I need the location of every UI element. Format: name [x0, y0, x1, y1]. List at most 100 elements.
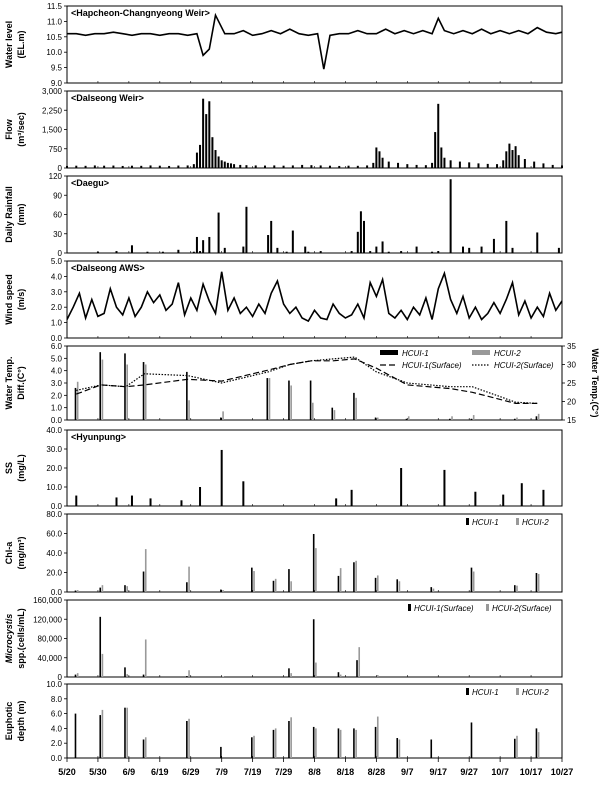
bar: [233, 164, 236, 168]
bar-HCUI-1: [470, 722, 473, 758]
bar: [375, 246, 378, 253]
bar: [208, 101, 211, 168]
bar: [328, 165, 331, 168]
bar-HCUI-2: [222, 411, 224, 420]
x-tick-label: 5/30: [89, 767, 107, 777]
y-tick-label: 60: [53, 211, 62, 220]
y-axis-label: (mm): [16, 203, 26, 225]
bar: [443, 157, 446, 168]
bar: [211, 137, 214, 168]
y-tick-label: 2.0: [51, 391, 63, 400]
y-tick-label: 10.0: [46, 48, 62, 57]
bar: [291, 165, 294, 168]
bar-HCUI-1: [124, 707, 126, 758]
bar: [517, 155, 520, 168]
series-line: [67, 12, 563, 70]
bar: [492, 238, 495, 253]
bar: [217, 212, 220, 253]
bar-HCUI-1: [374, 577, 377, 592]
bar: [242, 246, 245, 253]
bar: [177, 165, 180, 168]
x-tick-label: 8/18: [337, 767, 355, 777]
bar-HCUI-2: [516, 585, 518, 592]
bar-HCUI-2: [376, 716, 379, 758]
bar-HCUI-1: [331, 407, 334, 420]
y-tick-label: 2.0: [51, 303, 63, 312]
bar-HCUI-1(Surface): [124, 667, 126, 677]
bar: [415, 246, 418, 253]
bar-HCUI-1: [251, 567, 253, 592]
bar: [273, 165, 276, 168]
bar: [505, 151, 508, 168]
bar-HCUI-1: [337, 728, 340, 758]
y-axis-label: Wind speed: [4, 274, 14, 324]
legend-label: HCUI-1(Surface): [414, 604, 474, 613]
bar: [514, 146, 517, 168]
y-tick-label: 10.0: [46, 680, 62, 689]
bar: [229, 163, 232, 168]
bar-HCUI-1(Surface): [288, 668, 290, 677]
y-axis-label: (mg/m³): [16, 537, 26, 570]
bar: [192, 164, 195, 168]
bar: [264, 165, 266, 168]
bar: [245, 165, 248, 168]
bar-HCUI-1: [99, 352, 102, 420]
bar: [356, 165, 359, 168]
bar-HCUI-2: [339, 729, 342, 758]
bar-HCUI-1(Surface): [74, 674, 77, 677]
bar: [523, 159, 526, 168]
bar: [480, 246, 483, 253]
bar-HCUI-1(Surface): [186, 676, 188, 677]
y-tick-label: 10.0: [46, 483, 62, 492]
bar: [195, 152, 198, 168]
legend-label: HCUI-2: [522, 688, 549, 697]
bar-HCUI-2: [188, 566, 190, 592]
series-line: [66, 270, 563, 323]
bar-HCUI-1: [124, 585, 126, 592]
bar-HCUI-2: [315, 548, 317, 592]
x-tick-label: 8/8: [308, 767, 321, 777]
legend-label: HCUI-1: [472, 518, 499, 527]
bar: [242, 481, 245, 506]
bar-HCUI-2: [355, 397, 357, 420]
bar: [177, 249, 180, 253]
bar: [347, 165, 350, 168]
bar-HCUI-2: [188, 718, 190, 758]
x-tick-label: 7/29: [275, 767, 293, 777]
bar-HCUI-1: [535, 416, 538, 420]
y-tick-label: 750: [49, 145, 63, 154]
bar-HCUI-2: [126, 364, 128, 420]
panel-title: <Dalseong AWS>: [71, 263, 145, 273]
bar: [158, 165, 161, 168]
bar-HCUI-2: [76, 381, 79, 420]
bar: [115, 251, 118, 253]
bar: [319, 165, 322, 168]
panel-title: <Dalseong Weir>: [71, 93, 144, 103]
bar-HCUI-1: [374, 726, 377, 758]
bar-HCUI-1: [220, 746, 222, 758]
bar-HCUI-2: [432, 588, 435, 592]
y-tick-label: 1.0: [51, 319, 63, 328]
bar: [208, 236, 211, 253]
bar-HCUI-1: [266, 378, 269, 420]
bar: [140, 165, 143, 168]
y-tick-label: 1.0: [51, 404, 63, 413]
bar-HCUI-1(Surface): [99, 616, 102, 677]
bar-HCUI-2: [144, 737, 147, 758]
y-tick-label: 0: [58, 164, 63, 173]
y-tick-label: 120,000: [33, 615, 62, 624]
y-tick-label: 80,000: [38, 635, 63, 644]
bar-HCUI-1: [74, 590, 77, 592]
bar: [387, 251, 390, 253]
bar-HCUI-2(Surface): [101, 653, 104, 677]
bar-HCUI-1: [353, 562, 355, 592]
bar-HCUI-1: [288, 721, 290, 758]
bar: [270, 220, 273, 253]
bar-HCUI-1: [353, 728, 355, 758]
bar-HCUI-2: [290, 581, 292, 592]
bar: [486, 163, 489, 168]
y-tick-label: 4.0: [51, 724, 63, 733]
bar-HCUI-1: [142, 739, 145, 758]
bar: [415, 164, 418, 168]
bar-HCUI-2: [101, 585, 104, 592]
